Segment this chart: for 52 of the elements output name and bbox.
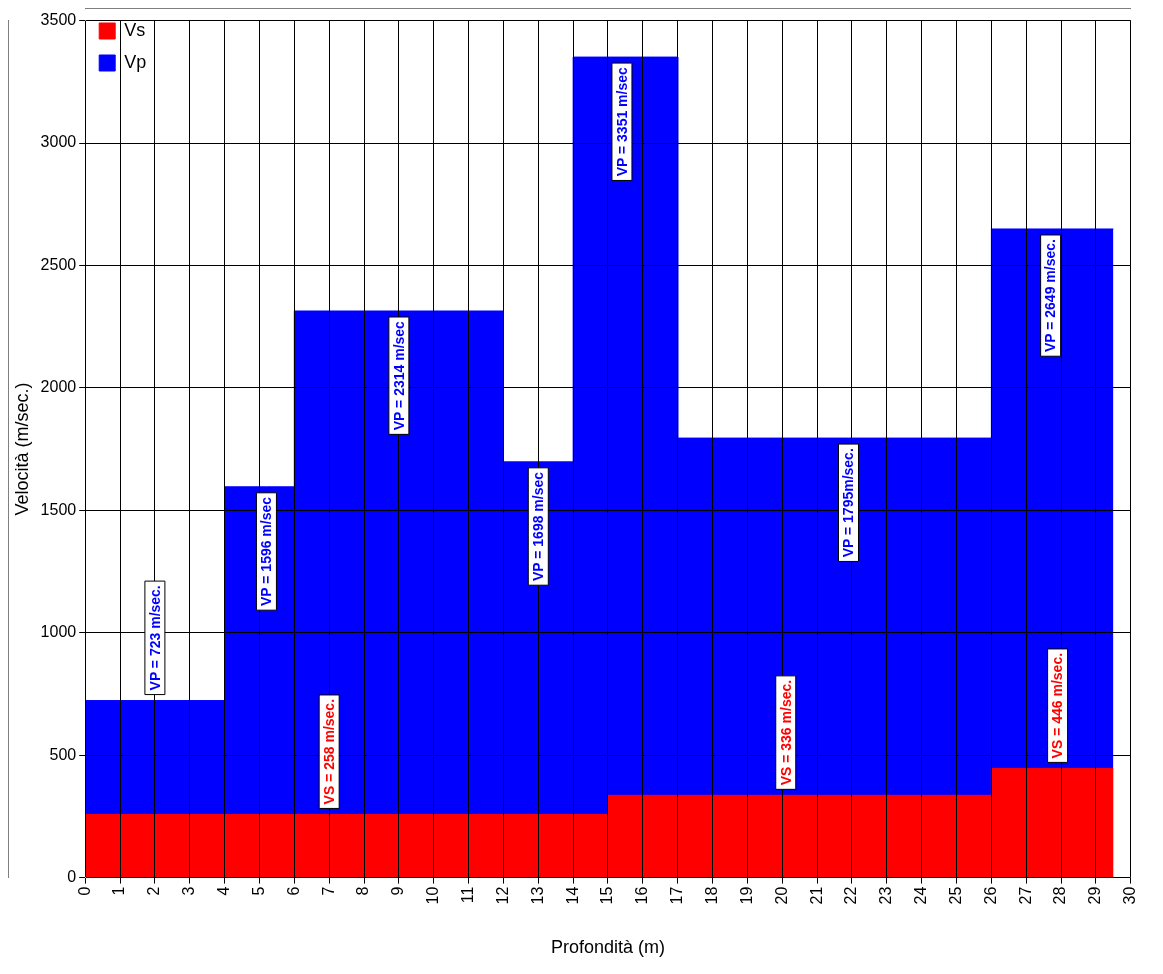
- x-tick-label: 4: [215, 886, 233, 896]
- x-tick-label: 26: [981, 886, 999, 905]
- x-tick-label: 23: [877, 886, 895, 905]
- x-tick-label: 29: [1086, 886, 1104, 905]
- x-tick-label: 19: [737, 886, 755, 905]
- x-tick-label: 8: [354, 886, 372, 896]
- x-tick-label: 13: [528, 886, 546, 905]
- data-label: VP = 2649 m/sec.: [1042, 239, 1059, 353]
- x-tick-label: 7: [319, 886, 337, 896]
- x-tick-label: 25: [946, 886, 964, 905]
- x-tick-label: 3: [180, 886, 198, 896]
- data-label: VP = 2314 m/sec: [390, 320, 407, 431]
- x-tick-label: 5: [249, 886, 267, 896]
- data-label: VS = 446 m/sec.: [1049, 652, 1066, 759]
- x-tick-label: 9: [389, 886, 407, 896]
- x-tick-label: 16: [633, 886, 651, 905]
- data-label: VP = 1795m/sec.: [840, 448, 857, 558]
- x-tick-label: 17: [668, 886, 686, 905]
- x-tick-label: 27: [1016, 886, 1034, 905]
- x-tick-label: 20: [772, 886, 790, 905]
- x-tick-label: 2: [145, 886, 163, 896]
- y-tick-label: 3500: [40, 11, 77, 29]
- x-axis-title: Profondità (m): [550, 937, 666, 958]
- y-tick-label: 2000: [40, 378, 77, 396]
- x-tick-label: 10: [424, 886, 442, 905]
- y-tick-label: 2500: [40, 255, 77, 273]
- legend-label: Vp: [124, 51, 147, 72]
- y-tick-label: 3000: [40, 133, 77, 151]
- x-tick-label: 18: [702, 886, 720, 905]
- data-label: VP = 3351 m/sec: [613, 67, 630, 177]
- data-label: VS = 336 m/sec.: [777, 679, 794, 786]
- x-tick-label: 6: [284, 886, 302, 896]
- y-axis-title: Velocità (m/sec.): [11, 382, 32, 516]
- x-tick-label: 22: [842, 886, 860, 905]
- y-tick-label: 500: [49, 745, 77, 763]
- data-label: VP = 1698 m/sec: [530, 471, 547, 582]
- x-tick-label: 21: [807, 886, 825, 905]
- x-tick-label: 15: [598, 886, 616, 905]
- x-tick-label: 30: [1121, 886, 1139, 905]
- x-tick-label: 24: [912, 886, 930, 905]
- legend-label: Vs: [124, 19, 146, 40]
- y-tick-label: 1500: [40, 500, 77, 518]
- x-tick-label: 14: [563, 886, 581, 905]
- x-tick-label: 11: [458, 886, 476, 904]
- x-tick-label: 1: [110, 886, 128, 896]
- y-tick-label: 1000: [40, 623, 77, 641]
- x-tick-label: 0: [75, 886, 93, 896]
- data-label: VP = 1596 m/sec: [258, 496, 275, 607]
- data-label: VS = 258 m/sec.: [321, 698, 338, 805]
- x-tick-label: 12: [493, 886, 511, 905]
- data-label: VP = 723 m/sec.: [146, 585, 163, 691]
- x-tick-label: 28: [1051, 886, 1069, 905]
